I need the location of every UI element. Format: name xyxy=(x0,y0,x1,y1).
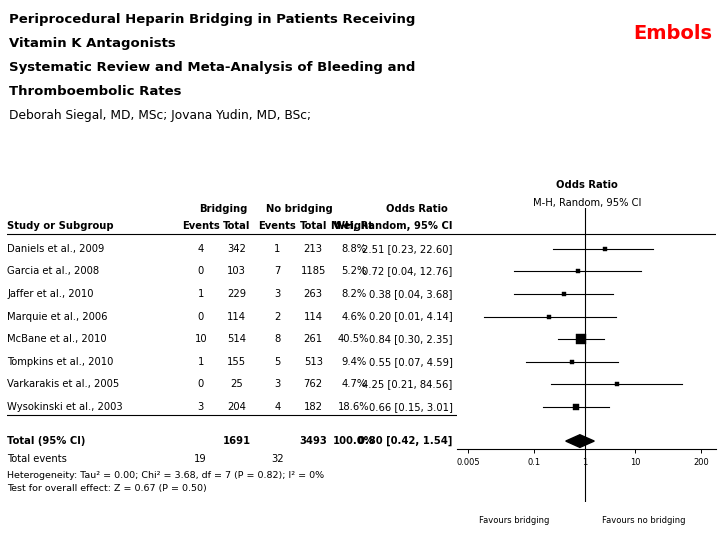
Text: 0.80 [0.42, 1.54]: 0.80 [0.42, 1.54] xyxy=(359,436,453,446)
Text: 103: 103 xyxy=(228,266,246,276)
Text: 40.5%: 40.5% xyxy=(338,334,369,344)
Text: Systematic Review and Meta-Analysis of Bleeding and: Systematic Review and Meta-Analysis of B… xyxy=(9,61,415,74)
Text: 7: 7 xyxy=(274,266,280,276)
Text: Periprocedural Heparin Bridging in Patients Receiving: Periprocedural Heparin Bridging in Patie… xyxy=(9,14,415,26)
Text: 2.51 [0.23, 22.60]: 2.51 [0.23, 22.60] xyxy=(362,244,453,254)
Text: 0.72 [0.04, 12.76]: 0.72 [0.04, 12.76] xyxy=(362,266,453,276)
Text: 0: 0 xyxy=(197,312,204,321)
Text: 0.66 [0.15, 3.01]: 0.66 [0.15, 3.01] xyxy=(369,402,453,412)
Text: 263: 263 xyxy=(304,289,323,299)
Text: Study or Subgroup: Study or Subgroup xyxy=(7,221,114,231)
Text: Favours bridging: Favours bridging xyxy=(479,516,549,525)
Text: 0.20 [0.01, 4.14]: 0.20 [0.01, 4.14] xyxy=(369,312,453,321)
Text: 342: 342 xyxy=(228,244,246,254)
Text: Total: Total xyxy=(300,221,327,231)
Text: Favours no bridging: Favours no bridging xyxy=(602,516,685,525)
Text: 4.7%: 4.7% xyxy=(341,380,366,389)
Text: 1185: 1185 xyxy=(300,266,326,276)
Text: 1: 1 xyxy=(197,289,204,299)
Text: 100.0%: 100.0% xyxy=(333,436,374,446)
Text: 3: 3 xyxy=(274,380,280,389)
Text: 213: 213 xyxy=(304,244,323,254)
Text: 2: 2 xyxy=(274,312,280,321)
Text: 8: 8 xyxy=(274,334,280,344)
Text: 5: 5 xyxy=(274,357,280,367)
Text: Heterogeneity: Tau² = 0.00; Chi² = 3.68, df = 7 (P = 0.82); I² = 0%: Heterogeneity: Tau² = 0.00; Chi² = 3.68,… xyxy=(7,470,324,480)
Text: 4.6%: 4.6% xyxy=(341,312,366,321)
Text: McBane et al., 2010: McBane et al., 2010 xyxy=(7,334,107,344)
Text: 155: 155 xyxy=(227,357,246,367)
Text: Marquie et al., 2006: Marquie et al., 2006 xyxy=(7,312,108,321)
Text: Total events: Total events xyxy=(7,454,67,464)
Text: Vitamin K Antagonists: Vitamin K Antagonists xyxy=(9,37,176,50)
Text: 10: 10 xyxy=(194,334,207,344)
Text: 0: 0 xyxy=(197,380,204,389)
Text: Daniels et al., 2009: Daniels et al., 2009 xyxy=(7,244,104,254)
Text: 229: 229 xyxy=(227,289,246,299)
Text: Weight: Weight xyxy=(333,221,374,231)
Text: Thromboembolic Rates: Thromboembolic Rates xyxy=(9,85,181,98)
Text: 261: 261 xyxy=(304,334,323,344)
Text: 182: 182 xyxy=(304,402,323,412)
Text: 514: 514 xyxy=(228,334,246,344)
Text: 1: 1 xyxy=(197,357,204,367)
Text: 0.84 [0.30, 2.35]: 0.84 [0.30, 2.35] xyxy=(369,334,453,344)
Text: Total (95% CI): Total (95% CI) xyxy=(7,436,86,446)
Text: 513: 513 xyxy=(304,357,323,367)
Text: 1: 1 xyxy=(274,244,280,254)
Text: 1691: 1691 xyxy=(222,436,251,446)
Text: 8.8%: 8.8% xyxy=(341,244,366,254)
Text: 8.2%: 8.2% xyxy=(341,289,366,299)
Text: 204: 204 xyxy=(228,402,246,412)
Text: 18.6%: 18.6% xyxy=(338,402,369,412)
Text: 0: 0 xyxy=(197,266,204,276)
Text: Jaffer et al., 2010: Jaffer et al., 2010 xyxy=(7,289,94,299)
Text: 19: 19 xyxy=(194,454,207,464)
Text: 5.2%: 5.2% xyxy=(341,266,366,276)
Text: Embols: Embols xyxy=(634,24,713,43)
Text: Wysokinski et al., 2003: Wysokinski et al., 2003 xyxy=(7,402,123,412)
Text: Tompkins et al., 2010: Tompkins et al., 2010 xyxy=(7,357,114,367)
Text: Events: Events xyxy=(182,221,220,231)
Text: No bridging: No bridging xyxy=(266,204,333,213)
Text: 4: 4 xyxy=(274,402,280,412)
Text: Odds Ratio: Odds Ratio xyxy=(386,204,448,213)
Text: Total: Total xyxy=(223,221,251,231)
Text: M-H, Random, 95% CI: M-H, Random, 95% CI xyxy=(533,198,641,208)
Text: Test for overall effect: Z = 0.67 (P = 0.50): Test for overall effect: Z = 0.67 (P = 0… xyxy=(7,484,207,493)
Text: 762: 762 xyxy=(304,380,323,389)
Text: 4.25 [0.21, 84.56]: 4.25 [0.21, 84.56] xyxy=(362,380,453,389)
Text: Events: Events xyxy=(258,221,296,231)
Text: 114: 114 xyxy=(228,312,246,321)
Text: Deborah Siegal, MD, MSc; Jovana Yudin, MD, BSc;: Deborah Siegal, MD, MSc; Jovana Yudin, M… xyxy=(9,109,310,122)
Polygon shape xyxy=(566,435,594,448)
Text: 0.38 [0.04, 3.68]: 0.38 [0.04, 3.68] xyxy=(369,289,453,299)
Text: 114: 114 xyxy=(304,312,323,321)
Text: 25: 25 xyxy=(230,380,243,389)
Text: 9.4%: 9.4% xyxy=(341,357,366,367)
Text: M-H, Random, 95% CI: M-H, Random, 95% CI xyxy=(331,221,453,231)
Text: Odds Ratio: Odds Ratio xyxy=(556,180,618,190)
Text: Bridging: Bridging xyxy=(199,204,248,213)
Text: 3493: 3493 xyxy=(300,436,327,446)
Text: 0.55 [0.07, 4.59]: 0.55 [0.07, 4.59] xyxy=(369,357,453,367)
Text: 3: 3 xyxy=(274,289,280,299)
Text: Garcia et al., 2008: Garcia et al., 2008 xyxy=(7,266,99,276)
Text: 32: 32 xyxy=(271,454,284,464)
Text: 4: 4 xyxy=(197,244,204,254)
Text: 3: 3 xyxy=(197,402,204,412)
Text: Varkarakis et al., 2005: Varkarakis et al., 2005 xyxy=(7,380,120,389)
